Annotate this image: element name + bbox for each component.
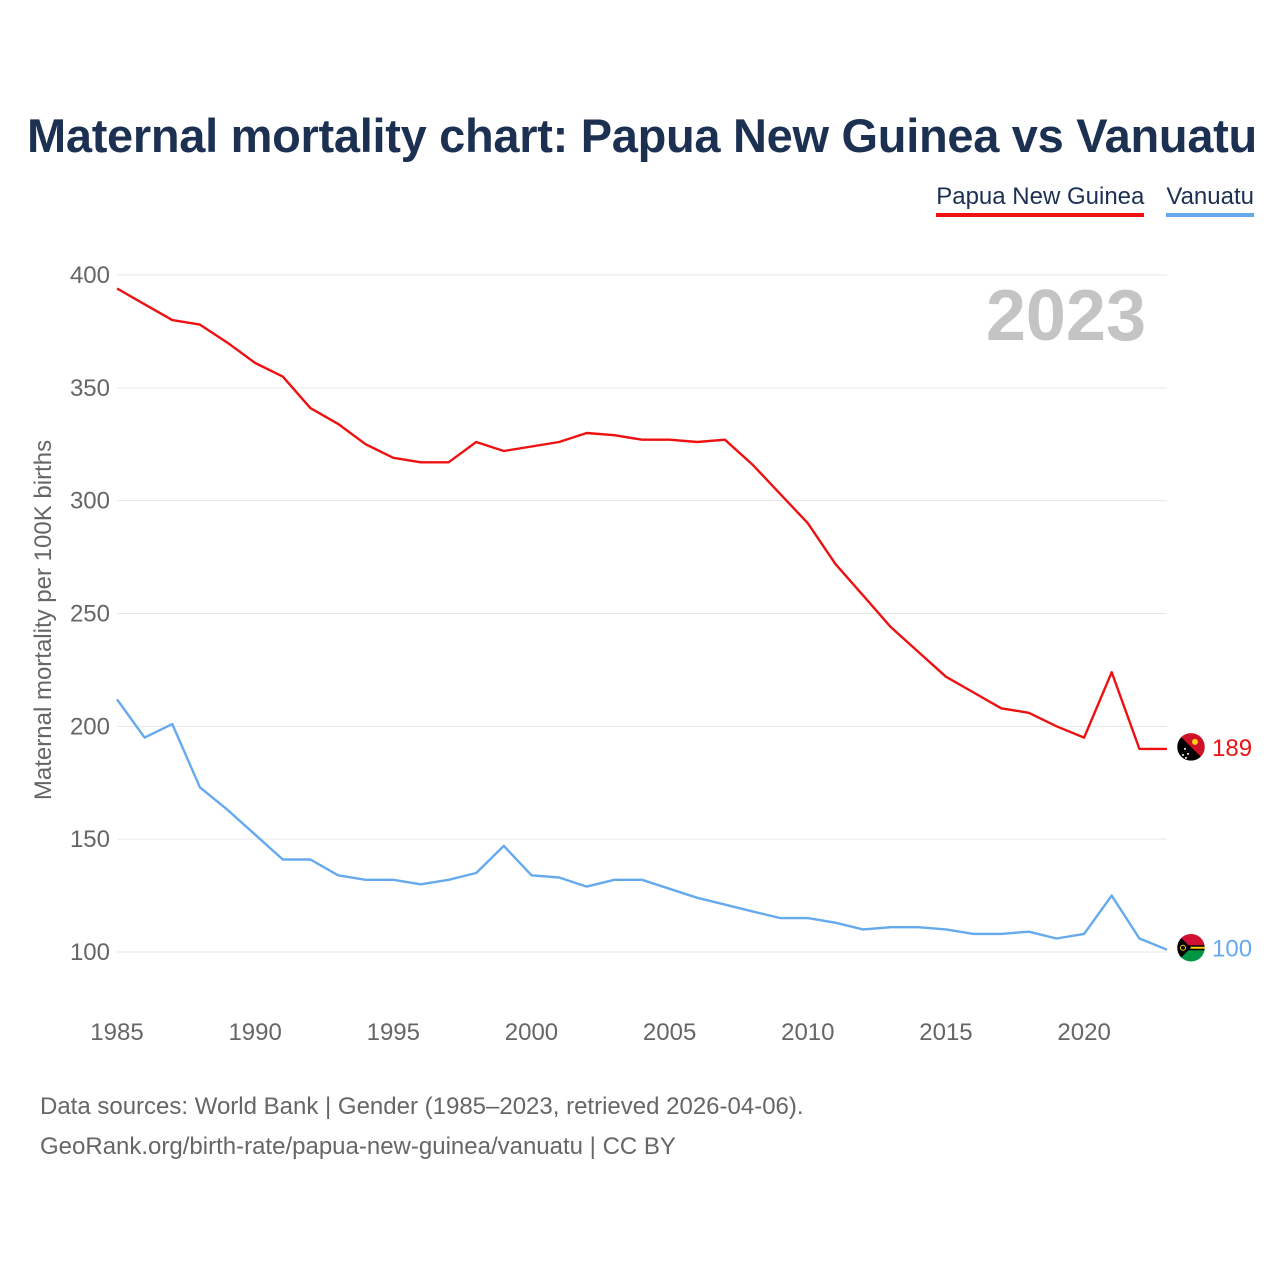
source-note: Data sources: World Bank | Gender (1985–…	[40, 1087, 804, 1167]
x-tick-label: 2020	[1057, 1019, 1110, 1046]
y-tick-label: 200	[70, 713, 110, 740]
legend: Papua New Guinea Vanuatu	[936, 183, 1254, 217]
line-chart: 100 150 200 250 300 350 400 1985 1990 1995 2000 20…	[30, 262, 1252, 1046]
x-tick-label: 1995	[367, 1019, 420, 1046]
y-tick-label: 350	[70, 375, 110, 402]
x-tick-label: 1990	[228, 1019, 281, 1046]
y-tick-label: 100	[70, 939, 110, 966]
gridlines	[117, 274, 1167, 953]
y-tick-label: 300	[70, 488, 110, 515]
legend-item-papua-new-guinea[interactable]: Papua New Guinea	[936, 183, 1145, 217]
year-label: 2023	[986, 276, 1146, 356]
y-axis-ticks: 100 150 200 250 300 350 400	[70, 262, 110, 966]
x-tick-label: 1985	[90, 1019, 143, 1046]
end-value-label: 189	[1212, 735, 1252, 762]
series-line-vanuatu[interactable]	[116, 698, 1168, 951]
y-tick-label: 150	[70, 826, 110, 853]
y-axis-label: Maternal mortality per 100K births	[30, 440, 57, 800]
x-axis-ticks: 1985 1990 1995 2000 2005 2010 2015 2020	[90, 1019, 1110, 1046]
x-tick-label: 2000	[505, 1019, 558, 1046]
x-tick-label: 2005	[643, 1019, 696, 1046]
vanuatu-flag-icon	[1176, 933, 1206, 962]
end-markers: 189 100	[1176, 732, 1252, 963]
end-value-label: 100	[1212, 936, 1252, 963]
x-tick-label: 2015	[919, 1019, 972, 1046]
source-line-2[interactable]: GeoRank.org/birth-rate/papua-new-guinea/…	[40, 1133, 676, 1160]
source-line-1: Data sources: World Bank | Gender (1985–…	[40, 1093, 804, 1120]
series-line-papua-new-guinea[interactable]	[116, 287, 1167, 751]
y-tick-label: 400	[70, 262, 110, 289]
papua-new-guinea-flag-icon	[1176, 732, 1206, 762]
series-lines	[116, 287, 1168, 951]
chart-title: Maternal mortality chart: Papua New Guin…	[27, 109, 1257, 162]
x-tick-label: 2010	[781, 1019, 834, 1046]
legend-item-vanuatu[interactable]: Vanuatu	[1166, 183, 1254, 217]
y-tick-label: 250	[70, 601, 110, 628]
